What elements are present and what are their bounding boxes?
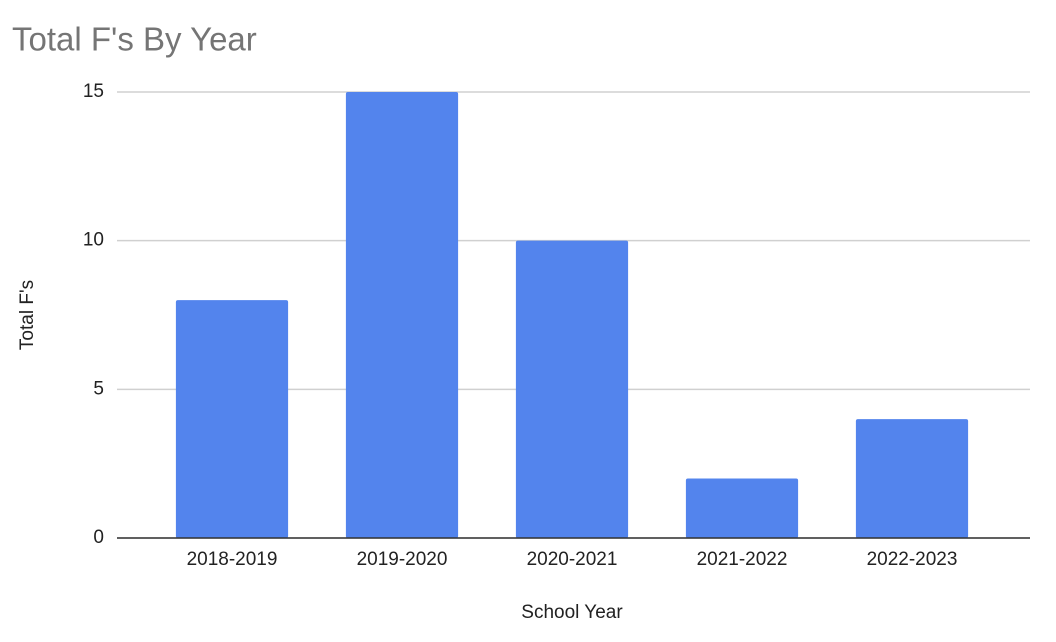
x-tick-label: 2021-2022	[697, 549, 788, 570]
y-tick-label: 15	[83, 81, 104, 102]
chart-title: Total F's By Year	[12, 21, 257, 58]
bar	[345, 92, 459, 538]
y-tick-label: 5	[93, 378, 104, 399]
x-axis-label: School Year	[521, 602, 623, 623]
x-tick-label: 2020-2021	[527, 549, 618, 570]
y-axis-label: Total F's	[17, 280, 38, 350]
y-tick-label: 10	[83, 230, 104, 251]
bar	[175, 300, 289, 538]
bar	[515, 240, 629, 538]
bar	[855, 419, 969, 538]
x-tick-label: 2018-2019	[187, 549, 278, 570]
bar	[685, 478, 799, 538]
x-tick-label: 2019-2020	[357, 549, 448, 570]
y-tick-label: 0	[93, 527, 104, 548]
x-tick-label: 2022-2023	[867, 549, 958, 570]
